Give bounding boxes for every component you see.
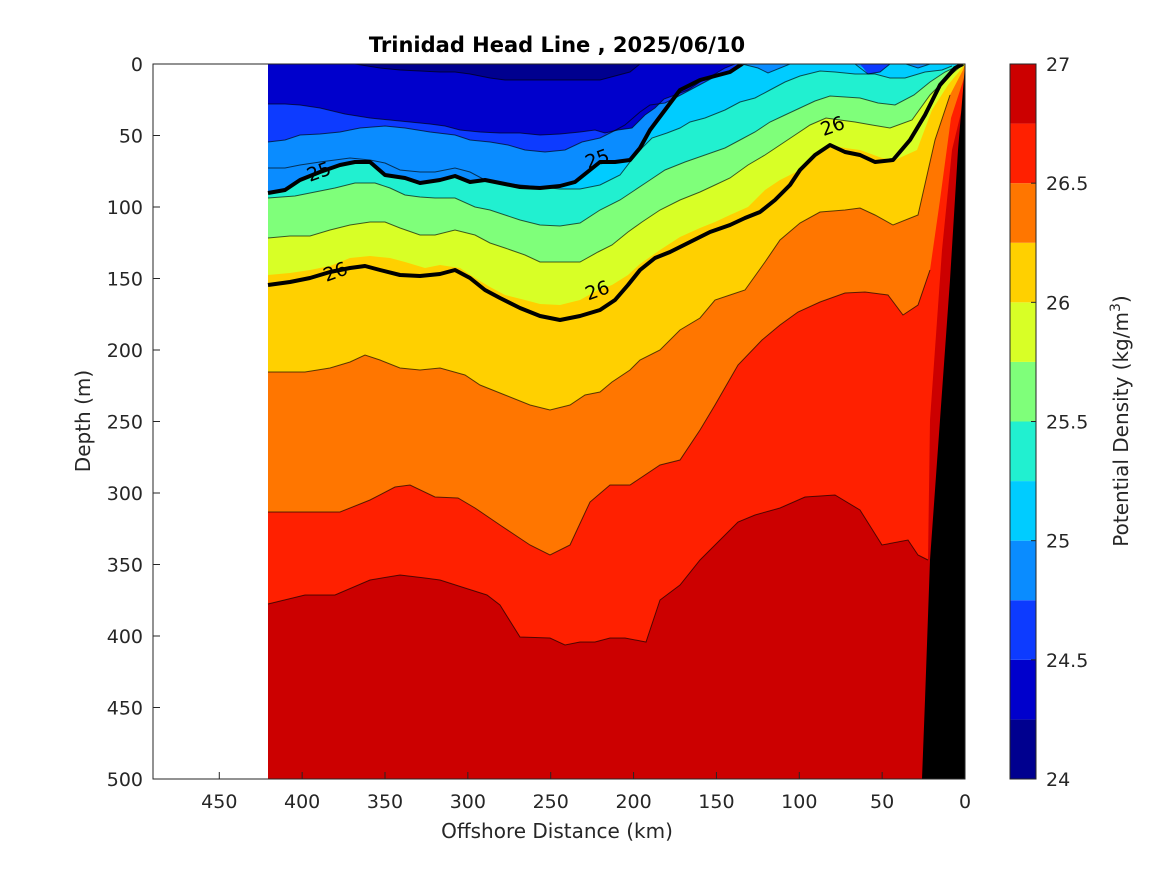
- x-tick-label: 350: [367, 791, 403, 813]
- y-tick-label: 500: [107, 769, 143, 791]
- y-tick-label: 50: [119, 126, 143, 148]
- y-axis: 0 50 100 150 200 250 300 350 400 450 500: [107, 54, 160, 791]
- x-tick-label: 450: [201, 791, 237, 813]
- x-tick-label: 100: [781, 791, 817, 813]
- colorbar-segment: [1010, 481, 1036, 541]
- contour-line-24.75-nearshore: [854, 64, 891, 75]
- colorbar-tick-label: 25.5: [1046, 412, 1088, 434]
- y-tick-label: 250: [107, 412, 143, 434]
- y-tick-label: 200: [107, 340, 143, 362]
- contour-line-26.25: [268, 94, 951, 411]
- x-axis-label: Offshore Distance (km): [441, 819, 673, 843]
- colorbar-segment: [1010, 600, 1036, 660]
- colorbar-segment: [1010, 183, 1036, 243]
- contour-line-26: [267, 64, 964, 322]
- chart-title: Trinidad Head Line , 2025/06/10: [369, 33, 745, 57]
- y-axis-label: Depth (m): [71, 370, 95, 472]
- x-tick-label: 200: [615, 791, 651, 813]
- x-tick-label: 400: [284, 791, 320, 813]
- colorbar-segment: [1010, 361, 1036, 422]
- colorbar-segment: [1010, 659, 1036, 720]
- colorbar-segment: [1010, 123, 1036, 184]
- y-tick-label: 300: [107, 483, 143, 505]
- y-tick-label: 150: [107, 269, 143, 291]
- contour-line-25.75: [267, 65, 962, 263]
- colorbar: 24 24.5 25 25.5 26 26.5 27: [1010, 54, 1088, 791]
- contour-line-24.25: [354, 64, 641, 81]
- contour-line-24.75: [267, 64, 746, 153]
- density-band-24-24.25: [355, 64, 640, 80]
- colorbar-segment: [1010, 302, 1036, 362]
- labeled-contours: [267, 64, 964, 322]
- y-tick-label: 450: [107, 698, 143, 720]
- colorbar-segment: [1010, 540, 1036, 601]
- density-band-24.25-24.5: [268, 64, 735, 135]
- x-tick-label: 300: [450, 791, 486, 813]
- x-tick-label: 0: [959, 791, 971, 813]
- colorbar-tick-label: 24.5: [1046, 650, 1088, 672]
- y-tick-label: 350: [107, 555, 143, 577]
- contour-line-26.75: [267, 494, 929, 646]
- seafloor-bathymetry: [922, 64, 965, 779]
- x-axis: 450 400 350 300 250 200 150 100 50 0: [201, 772, 971, 813]
- colorbar-frame: [1009, 63, 1037, 780]
- y-tick-label: 400: [107, 626, 143, 648]
- contour-line-25-nearshore: [741, 64, 791, 74]
- colorbar-tick-label: 25: [1046, 531, 1070, 553]
- colorbar-tick-label: 26.5: [1046, 173, 1088, 195]
- colorbar-tick-label: 24: [1046, 769, 1070, 791]
- contour-line-25.5: [267, 64, 961, 227]
- contour-line-26.5: [268, 269, 931, 556]
- colorbar-label: Potential Density (kg/m3): [1108, 295, 1133, 546]
- y-tick-label: 100: [107, 197, 143, 219]
- density-section: [268, 64, 965, 779]
- contour-line-25-nearshore-2: [905, 64, 931, 69]
- colorbar-segment: [1010, 421, 1036, 482]
- contour-line-25: [267, 64, 744, 195]
- colorbar-segment: [1010, 242, 1036, 303]
- colorbar-segment: [1010, 64, 1036, 124]
- x-tick-label: 250: [533, 791, 569, 813]
- colorbar-tick-label: 26: [1046, 292, 1070, 314]
- colorbar-segment: [1010, 719, 1036, 779]
- y-tick-label: 0: [131, 54, 143, 76]
- x-tick-label: 50: [870, 791, 894, 813]
- x-tick-label: 150: [698, 791, 734, 813]
- colorbar-tick-label: 27: [1046, 54, 1070, 76]
